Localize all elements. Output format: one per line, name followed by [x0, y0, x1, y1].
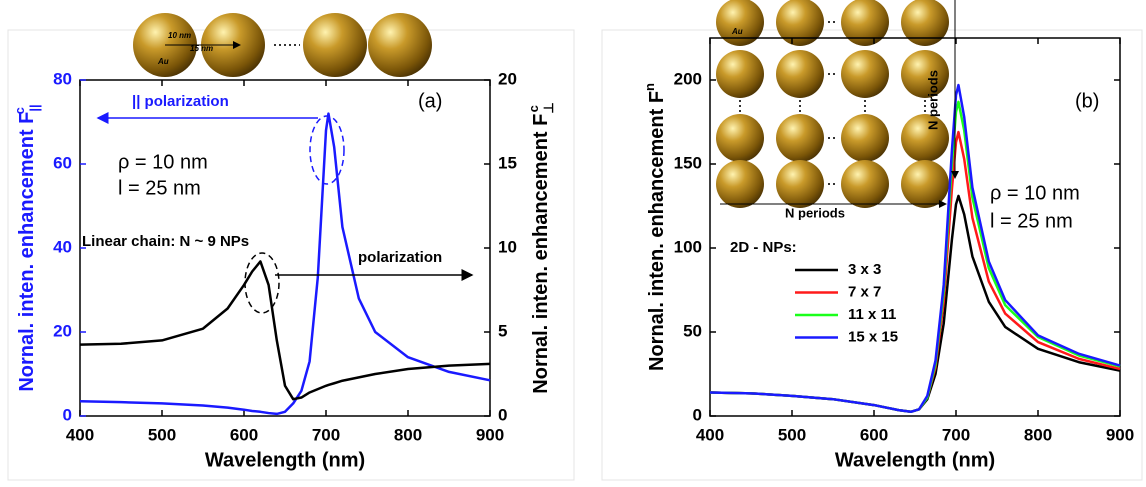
nanoparticle — [716, 160, 764, 208]
nanoparticle — [776, 114, 824, 162]
highlight — [245, 253, 279, 313]
y-tick-label: 200 — [674, 69, 702, 88]
annotation: l = 25 nm — [990, 210, 1073, 232]
inset-label: N periods — [925, 70, 940, 130]
x-tick-label: 400 — [66, 425, 94, 444]
inset-label: N periods — [785, 205, 845, 220]
y2-tick-label: 15 — [498, 153, 517, 172]
y-tick-label: 20 — [53, 321, 72, 340]
x-tick-label: 700 — [312, 425, 340, 444]
legend-label: 3 x 3 — [848, 261, 881, 278]
figure: 40050060070080090002040608005101520Wavel… — [0, 0, 1146, 487]
nanoparticle — [716, 114, 764, 162]
annotation: || polarization — [132, 93, 229, 110]
y-axis-label-sup: c — [526, 105, 541, 112]
inset-label: 15 nm — [190, 44, 213, 53]
y-tick-label: 60 — [53, 153, 72, 172]
nanoparticle — [303, 13, 367, 77]
y-axis-label: Nornal. inten. enhancement F⊥c — [526, 102, 556, 393]
y-tick-label: 80 — [53, 69, 72, 88]
annotation: Linear chain: N ~ 9 NPs — [82, 233, 249, 250]
x-tick-label: 600 — [860, 425, 888, 444]
series-line — [80, 261, 490, 399]
y2-tick-label: 0 — [498, 405, 507, 424]
y-axis-label-sub: || — [27, 104, 42, 111]
x-tick-label: 500 — [148, 425, 176, 444]
annotation: polarization — [358, 249, 442, 266]
legend-label: 11 x 11 — [848, 306, 896, 323]
legend-title: 2D - NPs: — [730, 239, 797, 256]
x-tick-label: 900 — [476, 425, 504, 444]
nanoparticle — [901, 160, 949, 208]
inset-label: 10 nm — [168, 31, 191, 40]
y-axis-label-text: Nornal. inten. enhancement F — [646, 91, 668, 371]
y-axis-label-text: Nornal. inten. enhancement F — [530, 114, 552, 394]
nanoparticle — [716, 0, 764, 46]
y-axis-label: Nornal. inten. enhancement Fn — [642, 83, 668, 371]
y2-tick-label: 10 — [498, 237, 517, 256]
x-tick-label: 600 — [230, 425, 258, 444]
y-axis-label-sup: c — [12, 107, 27, 114]
y-axis-label-sub: ⊥ — [541, 102, 556, 113]
y-tick-label: 0 — [63, 405, 72, 424]
x-axis-label: Wavelength (nm) — [205, 449, 365, 471]
x-tick-label: 800 — [394, 425, 422, 444]
y2-tick-label: 5 — [498, 321, 507, 340]
y-axis-label-sup: n — [642, 83, 657, 91]
y-tick-label: 40 — [53, 237, 72, 256]
nanoparticle — [716, 50, 764, 98]
x-tick-label: 500 — [778, 425, 806, 444]
legend-label: 7 x 7 — [848, 283, 881, 300]
nanoparticle — [901, 0, 949, 46]
y-tick-label: 150 — [674, 153, 702, 172]
x-tick-label: 900 — [1106, 425, 1134, 444]
nanoparticle — [776, 0, 824, 46]
nanoparticle — [776, 160, 824, 208]
nanoparticle — [841, 50, 889, 98]
x-axis-label: Wavelength (nm) — [835, 449, 995, 471]
x-tick-label: 400 — [696, 425, 724, 444]
nanoparticle — [776, 50, 824, 98]
inset-label: Au — [157, 57, 169, 66]
inset-label: Au — [731, 27, 743, 36]
y-tick-label: 100 — [674, 237, 702, 256]
y-axis-label: Nornal. inten. enhancement F||c — [12, 104, 42, 391]
x-tick-label: 700 — [942, 425, 970, 444]
legend-label: 15 x 15 — [848, 328, 898, 345]
x-tick-label: 800 — [1024, 425, 1052, 444]
annotation: ρ = 10 nm — [990, 182, 1080, 204]
panel-label: (b) — [1075, 90, 1099, 112]
nanoparticle — [841, 0, 889, 46]
nanoparticle — [841, 160, 889, 208]
y-tick-label: 0 — [693, 405, 702, 424]
y2-tick-label: 20 — [498, 69, 517, 88]
y-tick-label: 50 — [683, 321, 702, 340]
annotation: ρ = 10 nm — [118, 151, 208, 173]
nanoparticle — [368, 13, 432, 77]
annotation: l = 25 nm — [118, 177, 201, 199]
panel-label: (a) — [418, 90, 442, 112]
y-axis-label-text: Nornal. inten. enhancement F — [16, 112, 38, 392]
nanoparticle — [841, 114, 889, 162]
panel-frame — [8, 30, 574, 480]
